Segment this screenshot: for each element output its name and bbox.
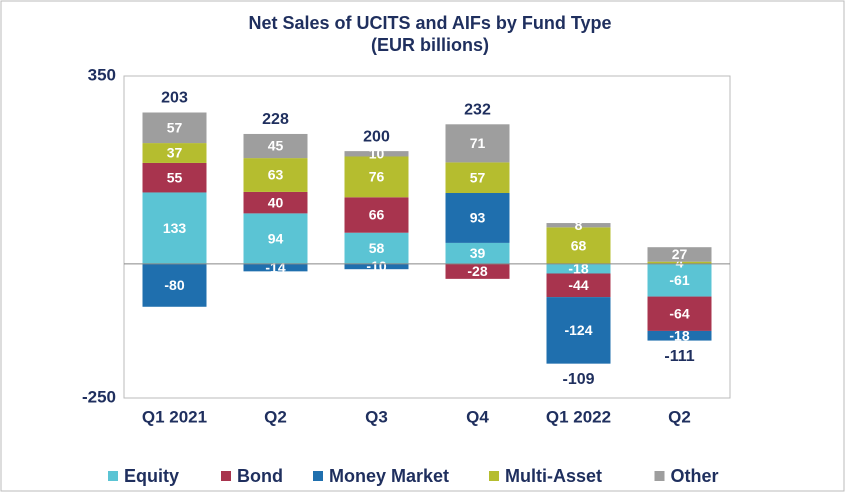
legend-label: Equity — [124, 466, 179, 486]
data-label: -61 — [669, 272, 689, 288]
x-tick-label: Q2 — [668, 407, 691, 426]
bar-segment — [243, 158, 308, 192]
data-label: 71 — [470, 135, 486, 151]
bar-segment — [647, 263, 712, 297]
data-label: 27 — [672, 246, 688, 262]
bar-segment — [142, 112, 207, 144]
bar-segment — [647, 247, 712, 262]
legend-swatch — [654, 471, 665, 481]
legend-label: Money Market — [329, 466, 449, 486]
bar-segment — [445, 192, 510, 243]
data-label: 63 — [268, 167, 284, 183]
data-label: 58 — [369, 240, 385, 256]
data-label: 8 — [575, 217, 583, 233]
legend-label: Other — [671, 466, 719, 486]
bar-segment — [243, 213, 308, 264]
data-label: 133 — [163, 220, 187, 236]
bar-segment — [142, 143, 207, 163]
bar-segment — [445, 263, 510, 279]
bar-segment — [142, 192, 207, 264]
bar-segment — [243, 133, 308, 159]
bar-segment — [647, 261, 712, 264]
data-label: 57 — [167, 119, 183, 135]
data-label: -18 — [669, 327, 689, 343]
data-label: 39 — [470, 245, 486, 261]
data-label: -124 — [564, 322, 592, 338]
data-label: 66 — [369, 207, 385, 223]
x-tick-label: Q1 2021 — [142, 407, 207, 426]
chart-title: Net Sales of UCITS and AIFs by Fund Type — [248, 13, 611, 33]
data-label: 55 — [167, 169, 183, 185]
plot-area — [123, 75, 731, 399]
total-label: -109 — [562, 371, 594, 388]
total-label: -111 — [664, 348, 694, 365]
x-tick-label: Q1 2022 — [546, 407, 611, 426]
data-label: -44 — [568, 277, 588, 293]
data-label: -10 — [366, 258, 386, 274]
chart-subtitle: (EUR billions) — [371, 35, 489, 55]
data-label: 94 — [268, 230, 284, 246]
bar-segment — [243, 263, 308, 272]
data-label: -14 — [265, 259, 285, 275]
data-label: 76 — [369, 169, 385, 185]
data-label: -80 — [164, 277, 184, 293]
bar-segment — [142, 263, 207, 307]
bar-segment — [546, 223, 611, 228]
total-label: 203 — [161, 90, 188, 107]
data-label: 4 — [676, 254, 684, 270]
x-tick-label: Q2 — [264, 407, 287, 426]
data-label: 40 — [268, 194, 284, 210]
data-label: 10 — [369, 146, 385, 162]
bar-segment — [445, 124, 510, 163]
data-label: -64 — [669, 305, 689, 321]
bar-segment — [344, 151, 409, 157]
bar-segment — [647, 296, 712, 331]
data-label: -28 — [467, 263, 487, 279]
data-label: 57 — [470, 169, 486, 185]
total-label: 228 — [262, 111, 289, 128]
bar-segment — [344, 197, 409, 233]
data-label: 37 — [167, 145, 183, 161]
legend-swatch — [108, 471, 118, 481]
x-tick-label: Q4 — [466, 407, 489, 426]
total-label: 200 — [363, 128, 390, 145]
y-tick-label: -250 — [82, 387, 116, 406]
bar-segment — [647, 330, 712, 341]
bar-segment — [142, 162, 207, 193]
legend-swatch — [221, 471, 231, 481]
bar-segment — [546, 227, 611, 264]
bar-segment — [344, 232, 409, 264]
legend-swatch — [489, 471, 499, 481]
y-tick-label: 350 — [88, 65, 116, 84]
bar-segment — [243, 191, 308, 214]
x-tick-label: Q3 — [365, 407, 388, 426]
bar-segment — [344, 156, 409, 198]
total-label: 232 — [464, 102, 491, 119]
bar-segment — [546, 273, 611, 298]
bar-segment — [445, 162, 510, 193]
legend-label: Bond — [237, 466, 283, 486]
bar-segment — [546, 263, 611, 274]
legend-swatch — [313, 471, 323, 481]
data-label: -18 — [568, 260, 588, 276]
data-label: 45 — [268, 138, 284, 154]
data-label: 68 — [571, 237, 587, 253]
bar-segment — [344, 263, 409, 270]
bar-segment — [445, 242, 510, 264]
bar-segment — [546, 297, 611, 364]
legend-label: Multi-Asset — [505, 466, 602, 486]
data-label: 93 — [470, 210, 486, 226]
